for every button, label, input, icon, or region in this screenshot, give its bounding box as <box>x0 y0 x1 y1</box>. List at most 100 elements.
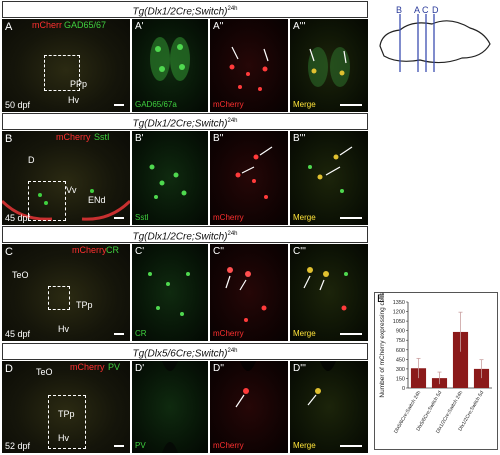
sub-stain-label: Merge <box>293 329 316 338</box>
region-label: TeO <box>12 270 29 280</box>
row4-header: Tg(Dlx5/6Cre;Switch)24h <box>2 343 368 360</box>
merge-cells <box>308 146 353 193</box>
region-label: TPp <box>76 300 93 310</box>
panel-c3: C''' Merge <box>290 244 368 341</box>
scale-bar <box>114 445 124 447</box>
stain-label-green: SstI <box>94 132 110 142</box>
section-label: C <box>422 5 429 15</box>
sub-stain-label: mCherry <box>213 329 244 338</box>
panel-letter: D' <box>135 363 145 374</box>
panel-letter: B <box>5 133 13 145</box>
y-tick-label: 450 <box>396 357 405 363</box>
y-tick-label: 750 <box>396 338 405 344</box>
panel-letter: C <box>5 246 13 258</box>
inset-box <box>48 286 70 310</box>
panel-letter: D'' <box>213 363 225 374</box>
y-tick-label: 0 <box>402 386 405 392</box>
panel-letter: C''' <box>293 246 306 257</box>
green-cells <box>150 37 190 81</box>
sub-stain-label: Merge <box>293 213 316 222</box>
row1-header: Tg(Dlx1/2Cre;Switch)24h <box>2 1 368 18</box>
red-cells <box>235 146 273 199</box>
bar <box>410 368 427 388</box>
chart-panel-e <box>374 292 498 450</box>
stain-label-red: mCherry <box>56 132 91 142</box>
row2-header-text: Tg(Dlx1/2Cre;Switch) <box>132 118 228 130</box>
row4-header-sup: 24h <box>227 348 238 354</box>
section-label: D <box>432 5 439 15</box>
panel-c: C mCherry CR TeO TPp Hv 45 dpf <box>2 244 130 341</box>
panel-letter: A <box>5 21 13 33</box>
region-label: PPp <box>70 79 88 89</box>
section-label: A <box>414 5 420 15</box>
stain-label-red: mCherry <box>70 362 105 372</box>
green-cells <box>149 164 187 199</box>
brain-schematic: B A C D <box>379 5 491 72</box>
age-label: 52 dpf <box>5 441 31 451</box>
region-label: TPp <box>58 409 75 419</box>
age-label: 50 dpf <box>5 100 31 110</box>
y-tick-label: 300 <box>396 367 405 373</box>
panel-letter: D''' <box>293 363 306 374</box>
y-tick-label: 150 <box>396 376 405 382</box>
stain-label-green: CR <box>106 245 119 255</box>
region-label: Vv <box>66 185 77 195</box>
y-tick-label: 600 <box>396 348 405 354</box>
panel-d: D mCherry PV TeO TPp Hv 52 dpf <box>2 361 130 453</box>
row1-header-sup: 24h <box>227 6 238 12</box>
scale-bar <box>114 333 124 335</box>
panel-d2: D'' mCherry <box>210 361 288 453</box>
panel-a: A mCherr GAD65/67 PPp Hv 50 dpf <box>2 19 130 112</box>
y-tick-label: 1200 <box>393 310 405 316</box>
sub-stain-label: Merge <box>293 441 316 450</box>
region-label: Hv <box>58 324 69 334</box>
y-tick-label: 900 <box>396 329 405 335</box>
panel-a1: A' GAD65/67a <box>132 19 208 112</box>
inset-box <box>48 395 86 449</box>
stain-label-red: mCherr <box>32 20 63 30</box>
green-cells <box>162 361 178 453</box>
sub-stain-label: Merge <box>293 100 316 109</box>
tissue-outline <box>2 189 130 221</box>
panel-a2: A'' mCherry <box>210 19 288 112</box>
row3-header: Tg(Dlx1/2Cre;Switch)24h <box>2 226 368 243</box>
y-axis-label: Number of mCherry expressing cells <box>379 292 386 398</box>
bar-chart: 0 150 300 450 600 750 900 1050 1200 1350 Number of… <box>379 292 492 435</box>
panel-letter: A'' <box>213 21 224 32</box>
row2-header: Tg(Dlx1/2Cre;Switch)24h <box>2 113 368 130</box>
row1-header-text: Tg(Dlx1/2Cre;Switch) <box>132 6 228 18</box>
bar <box>473 368 490 388</box>
panel-letter: E <box>377 293 385 305</box>
scale-bar <box>340 104 362 106</box>
stain-label-red: mCherry <box>72 245 107 255</box>
panel-b3: B''' Merge <box>290 131 368 225</box>
merge-cells <box>308 47 350 87</box>
row2-header-sup: 24h <box>227 118 238 124</box>
stain-label-green: PV <box>108 362 121 372</box>
region-label: D <box>28 155 35 165</box>
scale-bar <box>340 217 362 219</box>
y-tick-label: 1350 <box>393 300 405 306</box>
panel-a3: A''' Merge <box>290 19 368 112</box>
region-label: TeO <box>36 367 53 377</box>
sub-stain-label: mCherry <box>213 213 244 222</box>
panel-letter: C'' <box>213 246 225 257</box>
region-label: ENd <box>88 195 106 205</box>
row4-header-text: Tg(Dlx5/6Cre;Switch) <box>132 348 228 360</box>
panel-c1: C' CR <box>132 244 208 341</box>
row3-header-text: Tg(Dlx1/2Cre;Switch) <box>132 231 228 243</box>
scale-bar <box>114 217 124 219</box>
red-cells <box>235 361 256 408</box>
panel-b: B mCherry SstI D Vv ENd 45 dpf <box>2 131 130 225</box>
panel-letter: A' <box>135 21 144 32</box>
age-label: 45 dpf <box>5 329 31 339</box>
panel-c2: C'' mCherry <box>210 244 288 341</box>
sub-stain-label: PV <box>135 441 146 450</box>
region-label: Hv <box>68 95 79 105</box>
green-cells <box>148 272 190 316</box>
panel-letter: D <box>5 363 13 375</box>
inset-box <box>44 55 80 91</box>
sub-stain-label: mCherry <box>213 100 244 109</box>
row3-header-sup: 24h <box>227 231 238 237</box>
inset-box <box>28 181 66 221</box>
